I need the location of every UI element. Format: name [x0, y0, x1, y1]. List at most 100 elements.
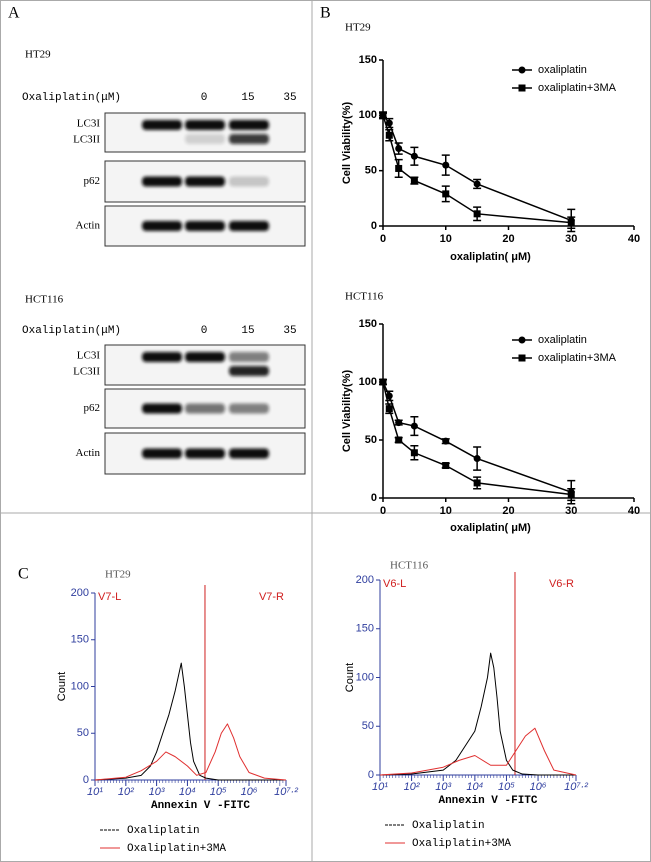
blot-band	[185, 221, 225, 231]
blot-band	[142, 221, 182, 231]
x-tick-label: 10⁷·²	[274, 786, 298, 798]
blot-row-label: Actin	[76, 220, 101, 232]
marker	[473, 180, 481, 188]
treatment-label: Oxaliplatin(μM)	[22, 92, 121, 104]
x-tick-label: 10²	[404, 781, 420, 793]
marker	[410, 422, 418, 430]
x-tick-label: 30	[565, 505, 577, 517]
y-tick-label: 50	[362, 720, 374, 732]
marker	[442, 161, 450, 169]
blot-row-label: LC3II	[73, 134, 100, 146]
y-tick-label: 150	[71, 634, 89, 646]
y-tick-label: 150	[359, 318, 377, 330]
blot-row-label: p62	[84, 402, 101, 414]
marker	[385, 392, 393, 400]
legend-marker	[518, 66, 526, 74]
y-axis-label: Cell Viability(%)	[341, 102, 353, 185]
marker	[410, 449, 418, 457]
blot-band	[185, 120, 225, 130]
blot-band	[229, 352, 269, 362]
blot-band	[142, 352, 182, 362]
legend-label: oxaliplatin	[538, 334, 587, 346]
blot-band	[229, 134, 269, 144]
cell-line-title: HT29	[25, 49, 51, 61]
x-tick-label: 10⁵	[210, 786, 227, 798]
legend-label: Oxaliplatin	[127, 825, 200, 837]
chart-title: HT29	[345, 22, 371, 34]
marker	[473, 479, 481, 487]
y-tick-label: 0	[83, 774, 89, 786]
panel-label: C	[18, 566, 29, 583]
dose-label: 15	[241, 325, 254, 337]
legend-label: Oxaliplatin+3MA	[127, 843, 226, 855]
chart-title: HT29	[105, 569, 131, 581]
y-tick-label: 150	[356, 623, 374, 635]
x-tick-label: 10⁶	[530, 781, 547, 793]
x-axis-label: Annexin V -FITC	[151, 800, 250, 812]
y-tick-label: 50	[365, 434, 377, 446]
blot-band	[142, 448, 182, 459]
y-tick-label: 150	[359, 54, 377, 66]
y-tick-label: 50	[77, 727, 89, 739]
marker	[442, 437, 450, 445]
marker	[410, 152, 418, 160]
histogram-curve	[94, 723, 287, 781]
y-axis-label: Cell Viability(%)	[341, 370, 353, 453]
legend-marker	[518, 336, 526, 344]
marker	[567, 219, 575, 227]
x-tick-label: 10²	[118, 786, 134, 798]
histogram-curve	[379, 652, 576, 776]
x-tick-label: 0	[380, 233, 386, 245]
marker	[385, 405, 393, 413]
dose-label: 0	[201, 325, 208, 337]
x-tick-label: 10³	[435, 781, 451, 793]
dose-label: 0	[201, 92, 208, 104]
panel-label: B	[320, 5, 331, 22]
chart-title: HCT116	[345, 291, 384, 303]
gate-label: V7-L	[98, 591, 121, 603]
marker	[410, 177, 418, 185]
blot-row-label: p62	[84, 175, 101, 187]
blot-row-label: LC3II	[73, 366, 100, 378]
blot-band	[229, 403, 269, 414]
blot-band	[229, 448, 269, 459]
x-tick-label: 10¹	[87, 786, 103, 798]
series-line	[382, 114, 572, 222]
marker	[473, 210, 481, 218]
blot-band	[229, 120, 269, 130]
x-tick-label: 10³	[149, 786, 165, 798]
blot-band	[185, 176, 225, 187]
marker	[385, 119, 393, 127]
blot-band	[185, 403, 225, 414]
y-tick-label: 0	[368, 769, 374, 781]
legend-marker	[518, 84, 526, 92]
blot-band	[185, 448, 225, 459]
blot-row-label: LC3I	[77, 350, 101, 362]
blot-box	[104, 112, 306, 153]
histogram-curve	[94, 662, 286, 781]
blot-row-label: LC3I	[77, 118, 101, 130]
y-tick-label: 0	[371, 492, 377, 504]
y-tick-label: 0	[371, 220, 377, 232]
x-tick-label: 40	[628, 505, 640, 517]
y-axis-label: Count	[344, 663, 356, 692]
chart-title: HCT116	[390, 560, 429, 572]
marker	[567, 491, 575, 499]
marker	[395, 419, 403, 427]
x-tick-label: 30	[565, 233, 577, 245]
panel-label: A	[8, 5, 20, 22]
dose-label: 35	[283, 92, 296, 104]
marker	[379, 378, 387, 386]
x-tick-label: 10	[440, 505, 452, 517]
y-tick-label: 100	[71, 680, 89, 692]
marker	[395, 145, 403, 153]
blot-band	[142, 176, 182, 187]
marker	[442, 462, 450, 470]
legend-label: oxaliplatin+3MA	[538, 352, 617, 364]
x-tick-label: 10⁵	[498, 781, 515, 793]
blot-box	[104, 344, 306, 386]
marker	[473, 455, 481, 463]
y-tick-label: 100	[359, 376, 377, 388]
blot-band	[185, 352, 225, 362]
